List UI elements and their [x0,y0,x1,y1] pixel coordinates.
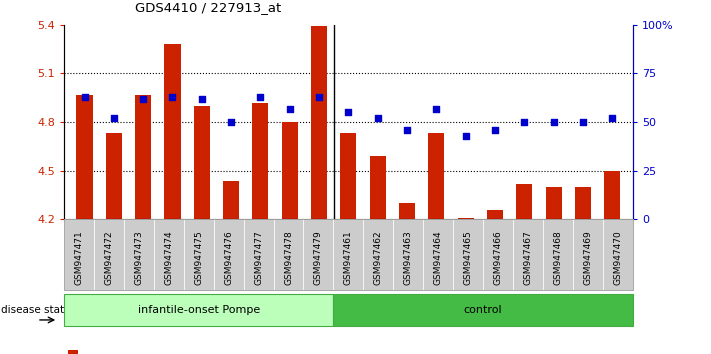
Bar [223,181,239,219]
Point [343,110,354,115]
Point [196,96,208,102]
Text: GSM947467: GSM947467 [523,230,533,285]
Bar [399,203,415,219]
Point [518,119,530,125]
Point [577,119,589,125]
Text: GSM947479: GSM947479 [314,230,323,285]
Bar [545,187,562,219]
Point [548,119,560,125]
Bar [487,210,503,219]
Bar [458,218,474,219]
Point [108,115,119,121]
Bar [516,184,533,219]
Text: GSM947477: GSM947477 [254,230,263,285]
Text: infantile-onset Pompe: infantile-onset Pompe [138,305,260,315]
Bar [311,27,327,219]
Bar [164,44,181,219]
Bar [135,95,151,219]
Point [460,133,471,138]
Point [401,127,412,133]
Bar [106,133,122,219]
Text: GSM947474: GSM947474 [164,230,173,285]
Point [284,105,296,111]
Text: GSM947478: GSM947478 [284,230,293,285]
Text: GSM947475: GSM947475 [194,230,203,285]
Text: GSM947469: GSM947469 [584,230,592,285]
Text: GSM947473: GSM947473 [134,230,144,285]
Text: GSM947462: GSM947462 [374,230,383,285]
Bar [77,95,92,219]
Bar [370,156,386,219]
Point [137,96,149,102]
Point [255,94,266,99]
Text: GSM947465: GSM947465 [464,230,473,285]
Text: GSM947472: GSM947472 [105,230,113,285]
Point [167,94,178,99]
Text: GSM947471: GSM947471 [75,230,83,285]
Bar [575,187,591,219]
Text: GSM947461: GSM947461 [344,230,353,285]
Point [431,105,442,111]
Text: GSM947470: GSM947470 [614,230,622,285]
Point [372,115,383,121]
Bar [604,171,620,219]
Text: control: control [464,305,503,315]
Point [79,94,90,99]
Bar [252,103,269,219]
Text: GDS4410 / 227913_at: GDS4410 / 227913_at [135,1,282,14]
Text: disease state: disease state [1,305,70,315]
Text: GSM947476: GSM947476 [224,230,233,285]
Point [225,119,237,125]
Text: GSM947463: GSM947463 [404,230,413,285]
Point [489,127,501,133]
Point [606,115,618,121]
Text: GSM947466: GSM947466 [493,230,503,285]
Text: GSM947468: GSM947468 [553,230,562,285]
Point [314,94,325,99]
Bar [341,133,356,219]
Text: GSM947464: GSM947464 [434,230,443,285]
Bar [193,106,210,219]
Bar [428,133,444,219]
Bar [282,122,298,219]
